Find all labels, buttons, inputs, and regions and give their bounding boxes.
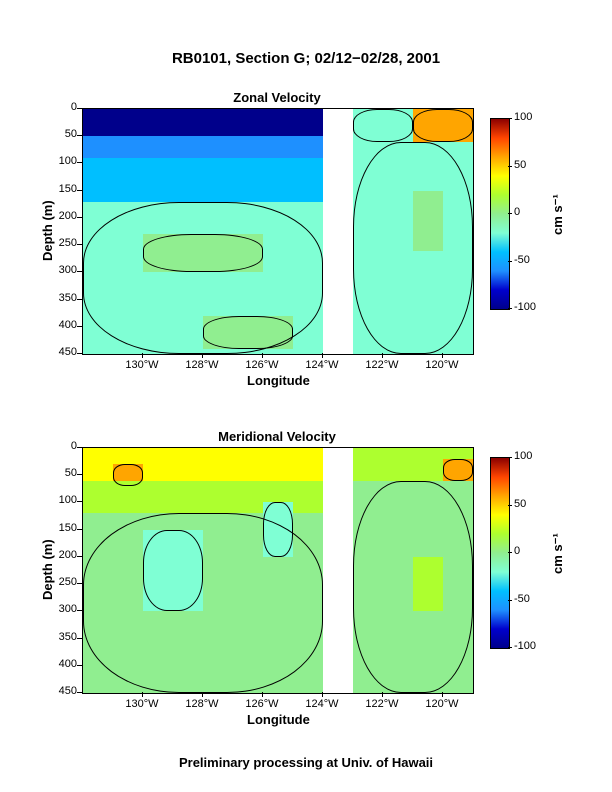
footer-text: Preliminary processing at Univ. of Hawai…: [0, 755, 612, 770]
subplot1-title: Zonal Velocity: [82, 90, 472, 105]
meridional-velocity-plot: [82, 447, 474, 694]
zonal-velocity-plot: [82, 108, 474, 355]
colorbar-meridional: [490, 457, 510, 649]
colorbar-zonal: [490, 118, 510, 310]
subplot2-title: Meridional Velocity: [82, 429, 472, 444]
page-title: RB0101, Section G; 02/12−02/28, 2001: [0, 50, 612, 67]
